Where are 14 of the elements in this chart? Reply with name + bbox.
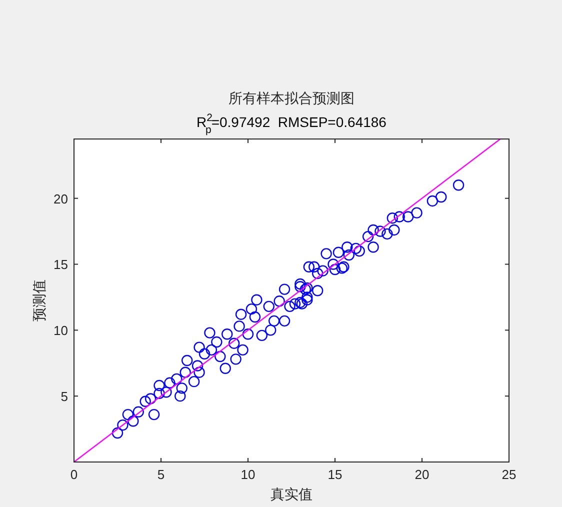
- x-tick-label: 10: [240, 467, 256, 482]
- chart-subtitle: R$^{2}$$_{p}$=0.97492 RMSEP=0.64186: [196, 112, 387, 136]
- x-tick-label: 15: [328, 467, 342, 482]
- chart-title: 所有样本拟合预测图: [228, 90, 354, 106]
- x-tick-label: 5: [157, 467, 165, 482]
- x-tick-label: 25: [502, 467, 516, 482]
- y-tick-label: 5: [60, 389, 68, 404]
- x-axis-title: 真实值: [270, 486, 312, 502]
- x-tick-label: 20: [414, 467, 430, 482]
- y-tick-label: 20: [54, 191, 68, 206]
- y-tick-label: 10: [54, 323, 68, 338]
- y-axis-title: 预测值: [31, 280, 47, 322]
- y-tick-label: 15: [54, 257, 68, 272]
- x-tick-label: 0: [70, 467, 78, 482]
